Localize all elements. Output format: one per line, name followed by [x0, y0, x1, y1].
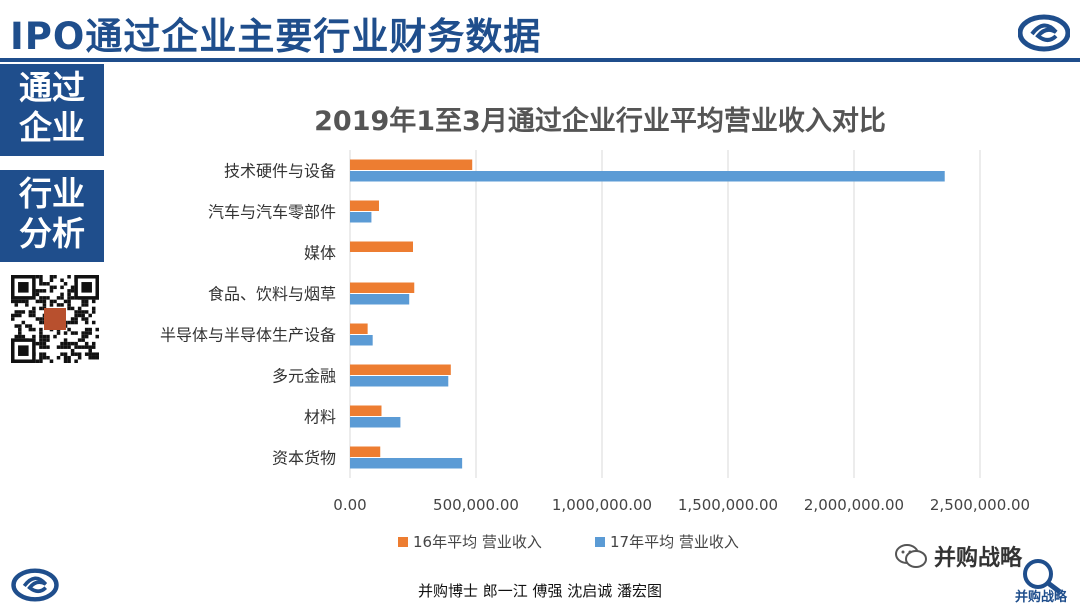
y-category-label: 媒体 [304, 244, 336, 263]
bar-series-2017 [350, 458, 463, 469]
bar-series-2016 [350, 446, 381, 457]
y-category-label: 多元金融 [272, 367, 336, 386]
bar-series-2016 [350, 200, 379, 211]
sidebar-line: 行业 [19, 174, 85, 213]
bar-series-2016 [350, 364, 451, 375]
sidebar-line: 通过 [19, 68, 85, 107]
corner-brand-label: 并购战略 [1014, 590, 1067, 605]
x-tick-label: 1,000,000.00 [552, 496, 652, 514]
bar-series-2016 [350, 159, 473, 170]
wechat-brand: 并购战略 [894, 540, 1022, 572]
bar-series-2017 [350, 212, 372, 223]
bar-series-2017 [350, 294, 410, 305]
x-tick-label: 1,500,000.00 [678, 496, 778, 514]
bar-series-2017 [350, 376, 449, 387]
page-title: IPO通过企业主要行业财务数据 [10, 15, 542, 58]
bar-series-2016 [350, 405, 382, 416]
bar-series-2016 [350, 323, 368, 334]
legend-swatch [398, 537, 408, 547]
wechat-brand-label: 并购战略 [934, 546, 1023, 571]
header-divider [0, 58, 1080, 62]
x-tick-label: 2,500,000.00 [930, 496, 1030, 514]
y-category-label: 汽车与汽车零部件 [208, 203, 336, 222]
y-category-label: 材料 [304, 408, 336, 427]
bar-series-2016 [350, 282, 415, 293]
sidebar-block-enterprise: 通过 企业 [0, 64, 104, 156]
footer-authors: 并购博士 郎一江 傅强 沈启诚 潘宏图 [417, 582, 663, 600]
x-tick-label: 500,000.00 [433, 496, 519, 514]
qr-code-icon [10, 275, 100, 363]
y-category-label: 资本货物 [272, 449, 336, 468]
sidebar-block-industry: 行业 分析 [0, 170, 104, 262]
sidebar-line: 企业 [19, 108, 85, 147]
y-category-label: 技术硬件与设备 [224, 162, 336, 181]
brand-logo-icon [1018, 14, 1070, 52]
x-tick-label: 2,000,000.00 [804, 496, 904, 514]
bar-series-2017 [350, 171, 945, 182]
bar-series-2017 [350, 335, 373, 346]
wechat-icon [895, 544, 927, 568]
legend-swatch [595, 537, 605, 547]
y-category-label: 半导体与半导体生产设备 [160, 326, 336, 345]
x-tick-label: 0.00 [333, 496, 366, 514]
y-category-label: 食品、饮料与烟草 [208, 285, 336, 304]
bar-series-2017 [350, 417, 401, 428]
chart-title: 2019年1至3月通过企业行业平均营业收入对比 [314, 105, 886, 137]
legend-label: 16年平均 营业收入 [413, 533, 542, 551]
legend-label: 17年平均 营业收入 [610, 533, 739, 551]
sidebar-line: 分析 [19, 214, 85, 253]
footer-logo-icon [11, 568, 59, 602]
magnifier-logo-icon [1023, 559, 1062, 594]
bar-series-2016 [350, 241, 413, 252]
